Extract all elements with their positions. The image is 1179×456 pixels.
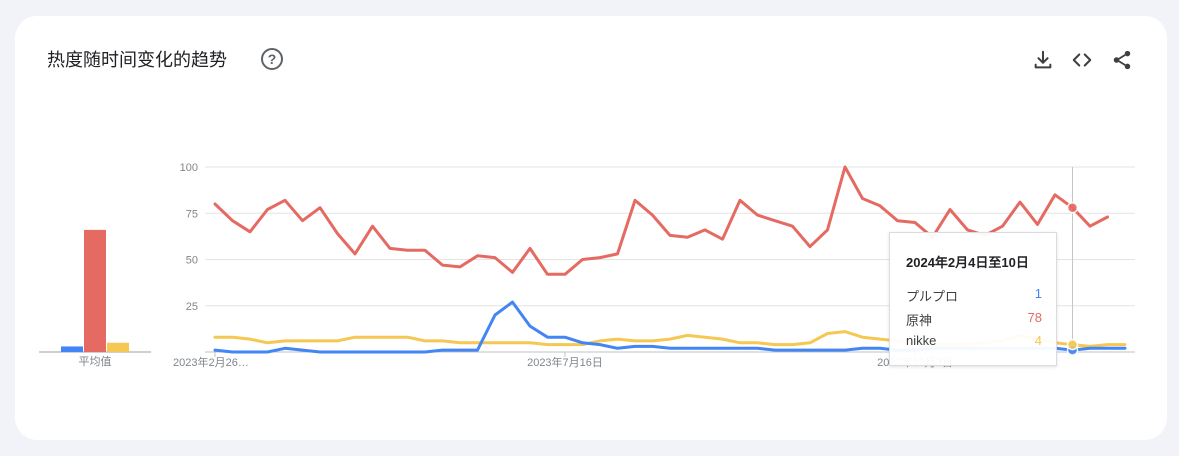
y-tick-label: 75 — [186, 208, 198, 220]
avg-label: 平均值 — [79, 355, 112, 368]
tooltip-series-name: 原神 — [906, 313, 933, 328]
tooltip-series-value: 4 — [1034, 333, 1042, 348]
tooltip-row: 原神 78 — [906, 310, 1042, 328]
hover-point — [1066, 201, 1079, 214]
trend-card: 热度随时间变化的趋势 ? 平均值 25 50 75 100 2023年2月26… 2023年… — [15, 16, 1167, 440]
tooltip-row: nikke 4 — [906, 333, 1042, 351]
share-icon[interactable] — [1111, 49, 1133, 71]
tooltip-series-value: 1 — [1034, 286, 1042, 301]
card-title: 热度随时间变化的趋势 — [47, 50, 227, 70]
avg-bar — [84, 229, 106, 352]
tooltip-series-name: プルプロ — [906, 289, 959, 304]
x-tick-label: 2023年7月16日 — [527, 355, 603, 369]
hover-point — [1066, 338, 1079, 351]
y-tick-label: 100 — [180, 162, 198, 174]
tooltip-row: プルプロ 1 — [906, 286, 1042, 304]
trend-chart: 平均值2550751002023年2月26…2023年7月16日2023年12月… — [39, 162, 1135, 369]
tooltip-series-value: 78 — [1027, 310, 1042, 325]
avg-bar — [61, 346, 83, 352]
y-tick-label: 50 — [186, 255, 198, 267]
x-tick-label: 2023年2月26… — [173, 355, 249, 369]
tooltip-series-name: nikke — [906, 333, 937, 348]
download-icon[interactable] — [1032, 49, 1054, 71]
y-tick-label: 25 — [186, 301, 198, 313]
chart-tooltip: 2024年2月4日至10日 プルプロ 1 原神 78 nikke 4 — [889, 232, 1057, 366]
series-line — [213, 165, 1109, 276]
avg-bar — [107, 342, 129, 352]
tooltip-date: 2024年2月4日至10日 — [906, 255, 1029, 270]
embed-icon[interactable] — [1071, 49, 1093, 71]
help-circle-icon[interactable]: ? — [261, 48, 283, 70]
